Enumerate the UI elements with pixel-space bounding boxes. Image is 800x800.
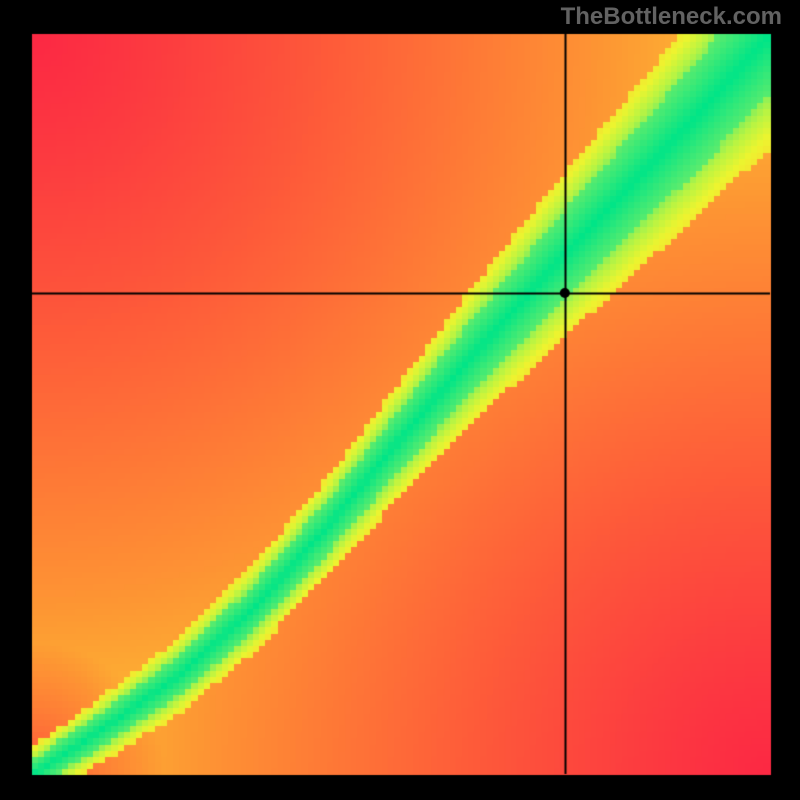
attribution-text: TheBottleneck.com [561, 3, 782, 31]
bottleneck-heatmap [0, 0, 800, 800]
chart-container: TheBottleneck.com [0, 0, 800, 800]
